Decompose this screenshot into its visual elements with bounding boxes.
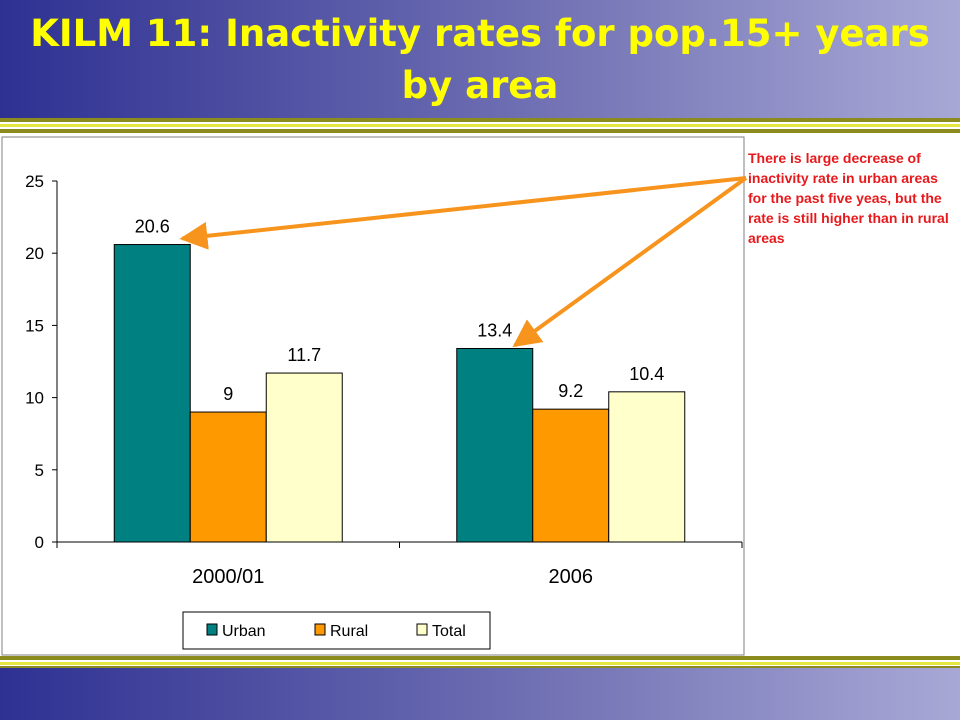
y-tick-label: 25 (25, 172, 44, 191)
bar-total (608, 391, 686, 543)
data-label: 10.4 (629, 364, 664, 384)
divider-stripe (0, 662, 960, 665)
data-label: 20.6 (135, 217, 170, 237)
divider-stripe (0, 666, 960, 668)
data-label: 9.2 (558, 381, 583, 401)
footer-banner (0, 668, 960, 720)
divider-stripe (0, 656, 960, 660)
bar-total (265, 372, 343, 543)
bar-urban (456, 348, 534, 543)
legend-swatch-rural (314, 623, 326, 636)
bar-rural (532, 408, 610, 543)
title-banner: KILM 11: Inactivity rates for pop.15+ ye… (0, 0, 960, 118)
bar-chart: 0 5 10 15 20 25 20.6 9 11.7 2000/01 13.4 9.2 10.4 20… (1, 136, 748, 656)
bar-urban (113, 244, 191, 543)
y-tick-label: 10 (25, 389, 44, 408)
category-label: 2000/01 (192, 566, 264, 588)
annotation-arrow (512, 176, 748, 348)
divider-stripe (0, 127, 960, 129)
legend-box (182, 611, 491, 650)
divider-stripe (0, 124, 960, 127)
divider-stripe (0, 118, 960, 122)
annotation-note: There is large decrease of inactivity ra… (748, 150, 949, 246)
data-label: 13.4 (477, 321, 512, 341)
y-tick-label: 15 (25, 316, 44, 335)
legend-label: Rural (330, 623, 368, 640)
divider-stripe (0, 122, 960, 124)
legend-swatch-total (416, 623, 428, 636)
bar-rural (189, 411, 267, 543)
y-tick-label: 5 (35, 461, 44, 480)
y-tick-label: 0 (35, 533, 44, 552)
legend-label: Urban (222, 623, 266, 640)
slide-title: KILM 11: Inactivity rates for pop.15+ ye… (30, 12, 930, 107)
y-tick-label: 20 (25, 244, 44, 263)
annotation-arrow (179, 176, 747, 250)
data-label: 9 (223, 384, 233, 404)
divider-stripe (0, 660, 960, 662)
legend-swatch-urban (206, 623, 218, 636)
data-label: 11.7 (287, 345, 321, 365)
legend-label: Total (432, 623, 466, 640)
category-label: 2006 (549, 566, 594, 588)
divider-stripe (0, 129, 960, 133)
